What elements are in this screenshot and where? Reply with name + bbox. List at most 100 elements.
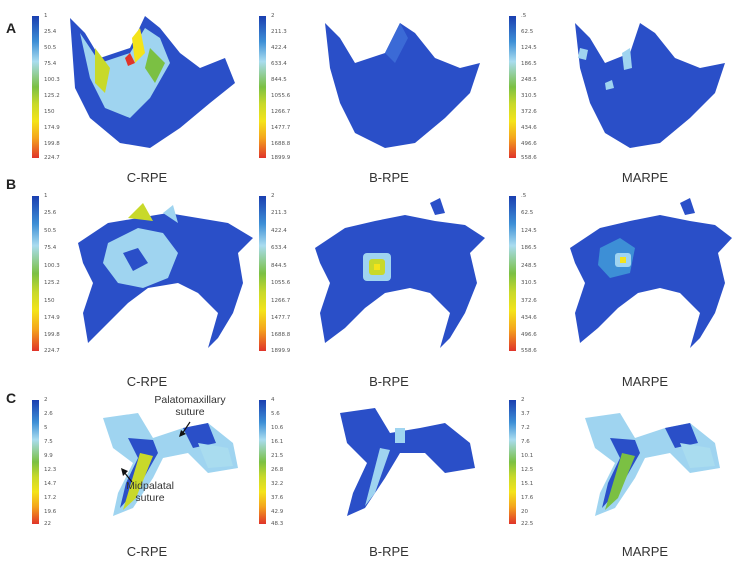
- scale-tick: 14.7: [44, 481, 57, 487]
- panel-caption: MARPE: [621, 544, 669, 559]
- scale-tick: 1899.9: [271, 155, 291, 161]
- suture-model-image: [103, 413, 238, 516]
- color-scale-bar: [509, 16, 516, 158]
- panel-caption: MARPE: [621, 374, 669, 389]
- scale-tick: 310.5: [521, 280, 537, 286]
- scale-ticks: 2 211.3 422.4 633.4 844.5 1055.6 1266.7 …: [271, 13, 301, 161]
- scale-tick: 434.6: [521, 315, 537, 321]
- panel-caption: B-RPE: [369, 374, 409, 389]
- scale-ticks: .5 62.5 124.5 186.5 248.5 310.5 372.6 43…: [521, 13, 551, 161]
- scale-tick: 124.5: [521, 45, 537, 51]
- scale-tick: 50.5: [44, 228, 57, 234]
- scale-tick: 496.6: [521, 141, 537, 147]
- scale-tick: 4: [271, 397, 275, 403]
- panel-caption: MARPE: [621, 170, 669, 185]
- scale-tick: 633.4: [271, 61, 287, 67]
- suture-model-image: [340, 408, 475, 516]
- scale-tick: 37.6: [271, 495, 284, 501]
- scale-tick: 7.5: [44, 439, 53, 445]
- panel-caption: C-RPE: [126, 544, 168, 559]
- scale-tick: 10.6: [271, 425, 284, 431]
- scale-tick: 558.6: [521, 348, 537, 354]
- panel-caption: B-RPE: [369, 544, 409, 559]
- color-scale-bar: [32, 196, 39, 351]
- scale-tick: 1055.6: [271, 93, 291, 99]
- scale-tick: .5: [521, 13, 527, 19]
- scale-tick: 9.9: [44, 453, 53, 459]
- color-scale-bar: [259, 196, 266, 351]
- suture-model-image: [585, 413, 720, 516]
- scale-tick: 150: [44, 298, 55, 304]
- scale-ticks: 4 5.6 10.6 16.1 21.5 26.8 32.2 37.6 42.9…: [271, 397, 301, 527]
- scale-tick: 48.3: [271, 521, 284, 527]
- scale-ticks: 2 2.6 5 7.5 9.9 12.3 14.7 17.2 19.6 22: [44, 397, 74, 527]
- scale-tick: 100.3: [44, 263, 60, 269]
- annotation-palatomaxillary: Palatomaxillary suture: [154, 394, 226, 418]
- scale-tick: 211.3: [271, 210, 287, 216]
- palate-model-image: [570, 198, 732, 348]
- scale-tick: 22: [44, 521, 51, 527]
- scale-tick: 100.3: [44, 77, 60, 83]
- scale-tick: 50.5: [44, 45, 57, 51]
- panel-caption: C-RPE: [126, 170, 168, 185]
- row-label-a: A: [6, 20, 17, 36]
- color-scale-bar: [32, 16, 39, 158]
- scale-tick: .5: [521, 193, 527, 199]
- scale-tick: 248.5: [521, 77, 537, 83]
- scale-tick: 248.5: [521, 263, 537, 269]
- scale-ticks: 1 25.4 50.5 75.4 100.3 125.2 150 174.9 1…: [44, 13, 74, 161]
- scale-tick: 2: [521, 397, 525, 403]
- scale-tick: 17.2: [44, 495, 57, 501]
- scale-tick: 1477.7: [271, 315, 291, 321]
- scale-tick: 422.4: [271, 45, 287, 51]
- skull-model-image: [70, 16, 235, 148]
- scale-tick: 496.6: [521, 332, 537, 338]
- scale-ticks: 1 25.6 50.5 75.4 100.3 125.2 150 174.9 1…: [44, 193, 74, 354]
- scale-tick: 17.6: [521, 495, 534, 501]
- scale-tick: 12.3: [44, 467, 57, 473]
- scale-tick: 125.2: [44, 280, 60, 286]
- arrow-icon: [121, 468, 133, 483]
- color-scale-bar: [509, 196, 516, 351]
- scale-tick: 186.5: [521, 61, 537, 67]
- scale-ticks: 2 3.7 7.2 7.6 10.1 12.5 15.1 17.6 20 22.…: [521, 397, 551, 527]
- scale-tick: 1688.8: [271, 141, 291, 147]
- palate-model-image: [78, 203, 253, 348]
- panel-caption: B-RPE: [369, 170, 409, 185]
- scale-tick: 12.5: [521, 467, 534, 473]
- arrow-icon: [179, 421, 191, 437]
- scale-tick: 422.4: [271, 228, 287, 234]
- annotation-midpalatal: Midpalatal suture: [126, 480, 174, 504]
- scale-ticks: 2 211.3 422.4 633.4 844.5 1055.6 1266.7 …: [271, 193, 301, 354]
- color-scale-bar: [32, 400, 39, 524]
- scale-tick: 25.4: [44, 29, 57, 35]
- scale-tick: 42.9: [271, 509, 284, 515]
- scale-tick: 844.5: [271, 263, 287, 269]
- scale-tick: 22.5: [521, 521, 534, 527]
- scale-tick: 124.5: [521, 228, 537, 234]
- scale-tick: 1266.7: [271, 109, 291, 115]
- scale-tick: 199.8: [44, 141, 60, 147]
- scale-tick: 186.5: [521, 245, 537, 251]
- scale-tick: 211.3: [271, 29, 287, 35]
- scale-tick: 32.2: [271, 481, 284, 487]
- panel-caption: C-RPE: [126, 374, 168, 389]
- scale-tick: 1899.9: [271, 348, 291, 354]
- skull-model-image: [325, 23, 480, 148]
- scale-tick: 2: [44, 397, 48, 403]
- scale-tick: 174.9: [44, 125, 60, 131]
- scale-ticks: .5 62.5 124.5 186.5 248.5 310.5 372.6 43…: [521, 193, 551, 354]
- scale-tick: 1: [44, 13, 48, 19]
- scale-tick: 7.6: [521, 439, 530, 445]
- scale-tick: 19.6: [44, 509, 57, 515]
- scale-tick: 372.6: [521, 298, 537, 304]
- scale-tick: 3.7: [521, 411, 530, 417]
- scale-tick: 20: [521, 509, 528, 515]
- scale-tick: 62.5: [521, 29, 534, 35]
- scale-tick: 1688.8: [271, 332, 291, 338]
- scale-tick: 21.5: [271, 453, 284, 459]
- scale-tick: 174.9: [44, 315, 60, 321]
- scale-tick: 372.6: [521, 109, 537, 115]
- scale-tick: 224.7: [44, 348, 60, 354]
- scale-tick: 75.4: [44, 61, 57, 67]
